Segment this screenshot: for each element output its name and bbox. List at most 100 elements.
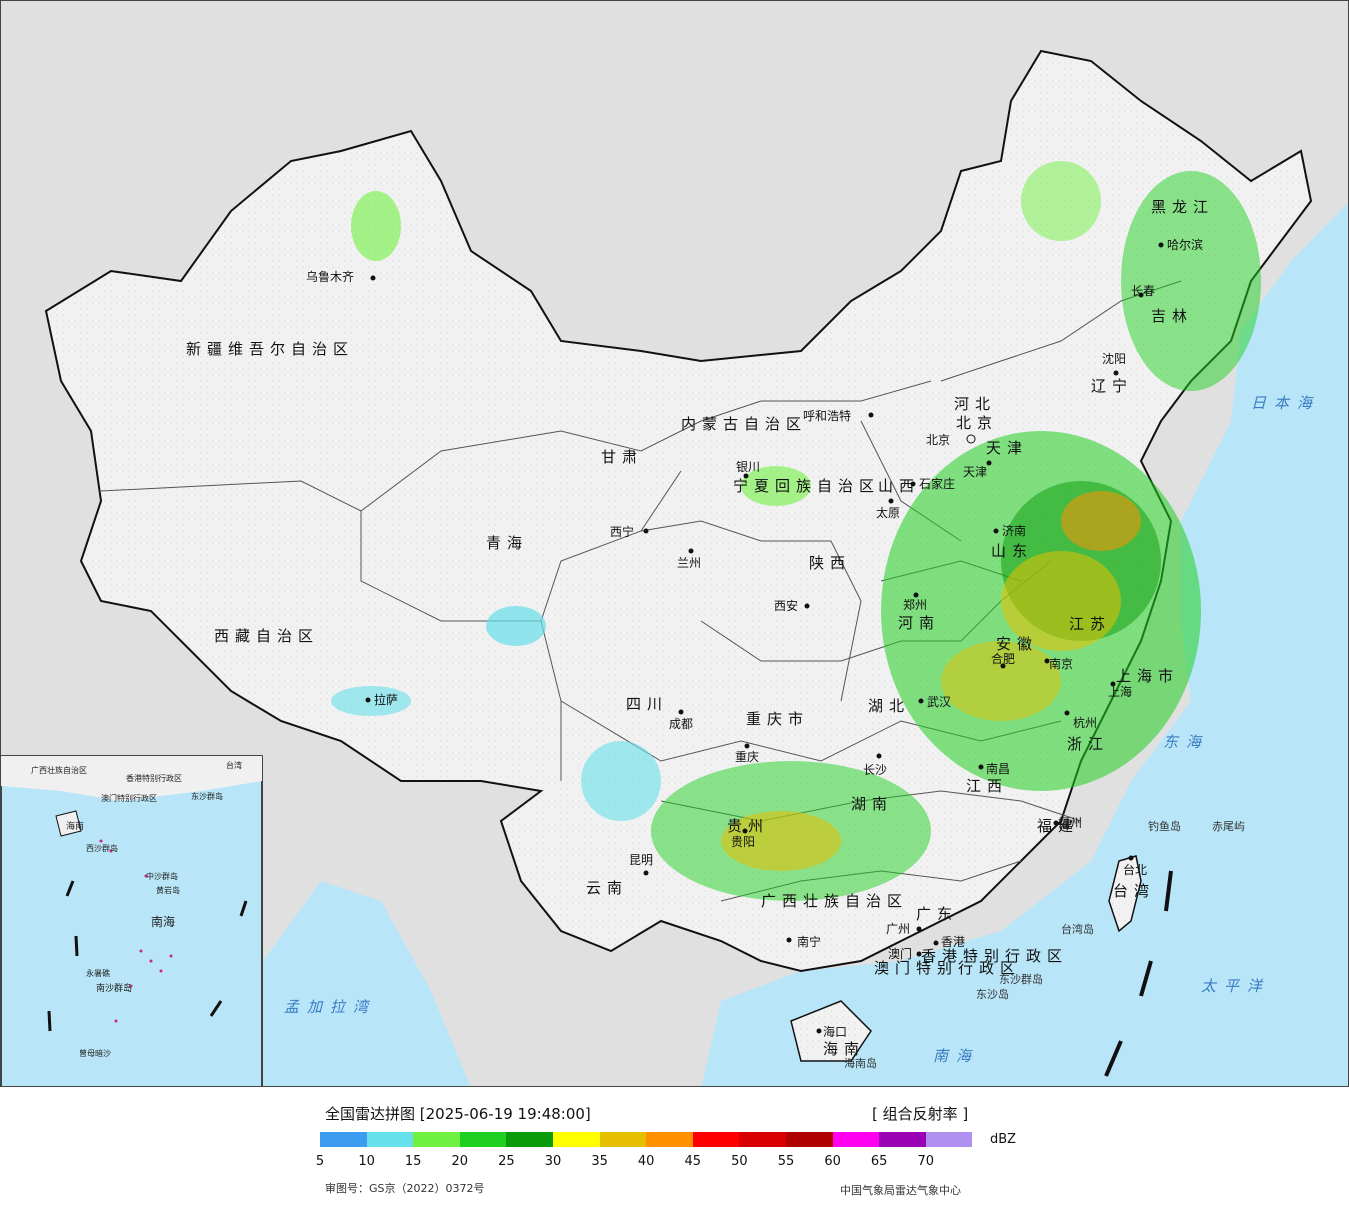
city-label-macau: 澳门 — [888, 946, 912, 961]
color-swatch — [599, 1132, 647, 1147]
island-label-dongsha: 东沙岛 — [976, 987, 1009, 1001]
province-label-shaanxi: 陕西 — [809, 554, 851, 572]
city-label-kunming: 昆明 — [629, 853, 653, 867]
color-swatch — [320, 1132, 367, 1147]
province-label-hebei: 河北 — [954, 395, 996, 413]
province-label-chongqing: 重庆市 — [746, 710, 809, 728]
sea-label-pacific: 太平洋 — [1201, 977, 1270, 995]
color-swatch — [739, 1132, 786, 1147]
province-label-tianjin: 天津 — [986, 439, 1028, 457]
province-label-gansu: 甘肃 — [601, 448, 643, 466]
map-title: 全国雷达拼图 [2025-06-19 19:48:00] — [325, 1105, 591, 1123]
province-label-guangxi: 广西壮族自治区 — [761, 892, 908, 910]
color-swatch — [879, 1132, 926, 1147]
inset-label-广西: 广西壮族自治区 — [31, 765, 87, 775]
color-swatch — [692, 1132, 740, 1147]
sea-label-bay-of-bengal: 孟加拉湾 — [284, 998, 376, 1016]
scale-tick-label: 35 — [591, 1154, 608, 1169]
inset-label-海南: 海南 — [66, 820, 84, 832]
inset-labels: 南海 永暑礁 南沙群岛 曾母暗沙 西沙群岛 中沙群岛 黄岩岛 海南 广西壮族自治… — [31, 760, 242, 1058]
ocean — [701, 203, 1348, 1086]
province-label-sichuan: 四川 — [626, 695, 668, 713]
island-labels: 钓鱼岛 赤尾屿 台湾岛 海南岛 东沙群岛 东沙岛 — [844, 819, 1245, 1070]
city-label-urumqi: 乌鲁木齐 — [306, 269, 354, 284]
city-label-shenyang: 沈阳 — [1102, 351, 1126, 366]
maritime-boundary-dashes — [1104, 870, 1173, 1077]
scale-tick-label: 70 — [917, 1154, 935, 1169]
color-swatch — [366, 1132, 414, 1147]
city-label-lhasa: 拉萨 — [374, 692, 398, 707]
city-label-guiyang: 贵阳 — [731, 835, 755, 849]
province-label-xinjiang: 新疆维吾尔自治区 — [186, 340, 354, 358]
inset-label-南沙群岛: 南沙群岛 — [96, 982, 132, 994]
province-label-jiangsu: 江苏 — [1069, 615, 1111, 633]
inset-label-台湾: 台湾 — [226, 760, 242, 770]
inset-label-永暑礁: 永暑礁 — [86, 968, 110, 978]
color-swatch — [506, 1132, 553, 1147]
radar-map: 南海 永暑礁 南沙群岛 曾母暗沙 西沙群岛 中沙群岛 黄岩岛 海南 广西壮族自治… — [0, 0, 1349, 1087]
city-label-hefei: 合肥 — [991, 651, 1015, 666]
city-label-hohhot: 呼和浩特 — [803, 408, 851, 423]
city-label-tianjin: 天津 — [963, 465, 987, 479]
color-swatch — [785, 1132, 833, 1147]
province-label-shanxi: 山西 — [878, 477, 920, 495]
inset-label-黄岩岛: 黄岩岛 — [156, 885, 180, 895]
city-label-nanchang: 南昌 — [986, 761, 1010, 776]
province-label-zhejiang: 浙江 — [1067, 735, 1109, 753]
province-label-ningxia: 宁夏回族自治区 — [733, 477, 880, 495]
color-swatch — [413, 1132, 460, 1147]
inset-label-西沙群岛: 西沙群岛 — [86, 843, 118, 853]
city-label-lanzhou: 兰州 — [677, 556, 701, 570]
province-label-hubei: 湖北 — [868, 697, 910, 715]
map-approval-number: 审图号：GS京（2022）0372号 — [325, 1182, 485, 1195]
province-label-macau: 澳门特别行政区 — [874, 959, 1021, 977]
scale-tick-label: 5 — [315, 1154, 325, 1169]
ocean-bay-of-bengal — [263, 881, 471, 1086]
city-label-chongqing: 重庆 — [735, 750, 759, 764]
province-label-taiwan: 台湾 — [1113, 882, 1155, 900]
province-label-anhui: 安徽 — [996, 635, 1038, 653]
product-type-label: [ 组合反射率 ] — [872, 1105, 969, 1123]
island-label-dongsha-islands: 东沙群岛 — [999, 972, 1043, 986]
city-label-changsha: 长沙 — [863, 763, 887, 777]
city-label-shijiazhuang: 石家庄 — [919, 476, 955, 491]
city-label-chengdu: 成都 — [669, 717, 693, 731]
radar-echoes — [331, 161, 1261, 901]
inset-south-china-sea — [1, 755, 263, 1086]
city-labels: 乌鲁木齐 拉萨 西宁 兰州 银川 呼和浩特 北京 天津 石家庄 太原 济南 郑州… — [306, 237, 1203, 1039]
inset-label-澳门: 澳门特别行政区 — [101, 793, 157, 803]
inset-label-中沙群岛: 中沙群岛 — [146, 871, 178, 881]
color-swatch — [925, 1132, 973, 1147]
city-label-taipei: 台北 — [1123, 862, 1147, 877]
scale-tick-label: 30 — [544, 1154, 562, 1169]
scale-tick-label: 20 — [451, 1154, 469, 1169]
province-label-guizhou: 贵州 — [727, 817, 769, 835]
island-label-diaoyu: 钓鱼岛 — [1148, 819, 1181, 833]
city-label-zhengzhou: 郑州 — [903, 597, 927, 612]
province-labels: 新疆维吾尔自治区 西藏自治区 青海 甘肃 内蒙古自治区 四川 云南 陕西 山西 … — [186, 198, 1214, 1058]
city-label-wuhan: 武汉 — [927, 695, 951, 709]
province-label-jilin: 吉林 — [1151, 307, 1193, 325]
city-label-shanghai: 上海 — [1108, 684, 1132, 699]
city-label-harbin: 哈尔滨 — [1167, 237, 1203, 252]
province-label-hunan: 湖南 — [851, 795, 893, 813]
city-label-nanning: 南宁 — [797, 934, 821, 949]
scale-tick-label: 15 — [404, 1154, 422, 1169]
taiwan-island — [1108, 855, 1142, 933]
scale-tick-label: 60 — [824, 1154, 841, 1169]
inset-label-曾母暗沙: 曾母暗沙 — [79, 1048, 111, 1058]
province-label-hongkong: 香港特别行政区 — [921, 947, 1068, 965]
color-swatch — [552, 1132, 600, 1147]
hainan-island — [790, 1000, 872, 1062]
province-label-heilongjiang: 黑龙江 — [1151, 198, 1214, 216]
inset-label-香港: 香港特别行政区 — [126, 773, 182, 783]
province-label-fujian: 福建 — [1037, 817, 1079, 835]
city-label-yinchuan: 银川 — [736, 460, 760, 474]
city-label-beijing: 北京 — [926, 433, 950, 447]
sea-label-east-china-sea: 东海 — [1163, 733, 1209, 751]
province-label-jiangxi: 江西 — [966, 777, 1008, 795]
city-label-hangzhou: 杭州 — [1073, 715, 1097, 730]
map-canvas — [1, 1, 1348, 1086]
city-label-fuzhou: 福州 — [1058, 815, 1082, 830]
scale-tick-label: 45 — [684, 1154, 702, 1169]
